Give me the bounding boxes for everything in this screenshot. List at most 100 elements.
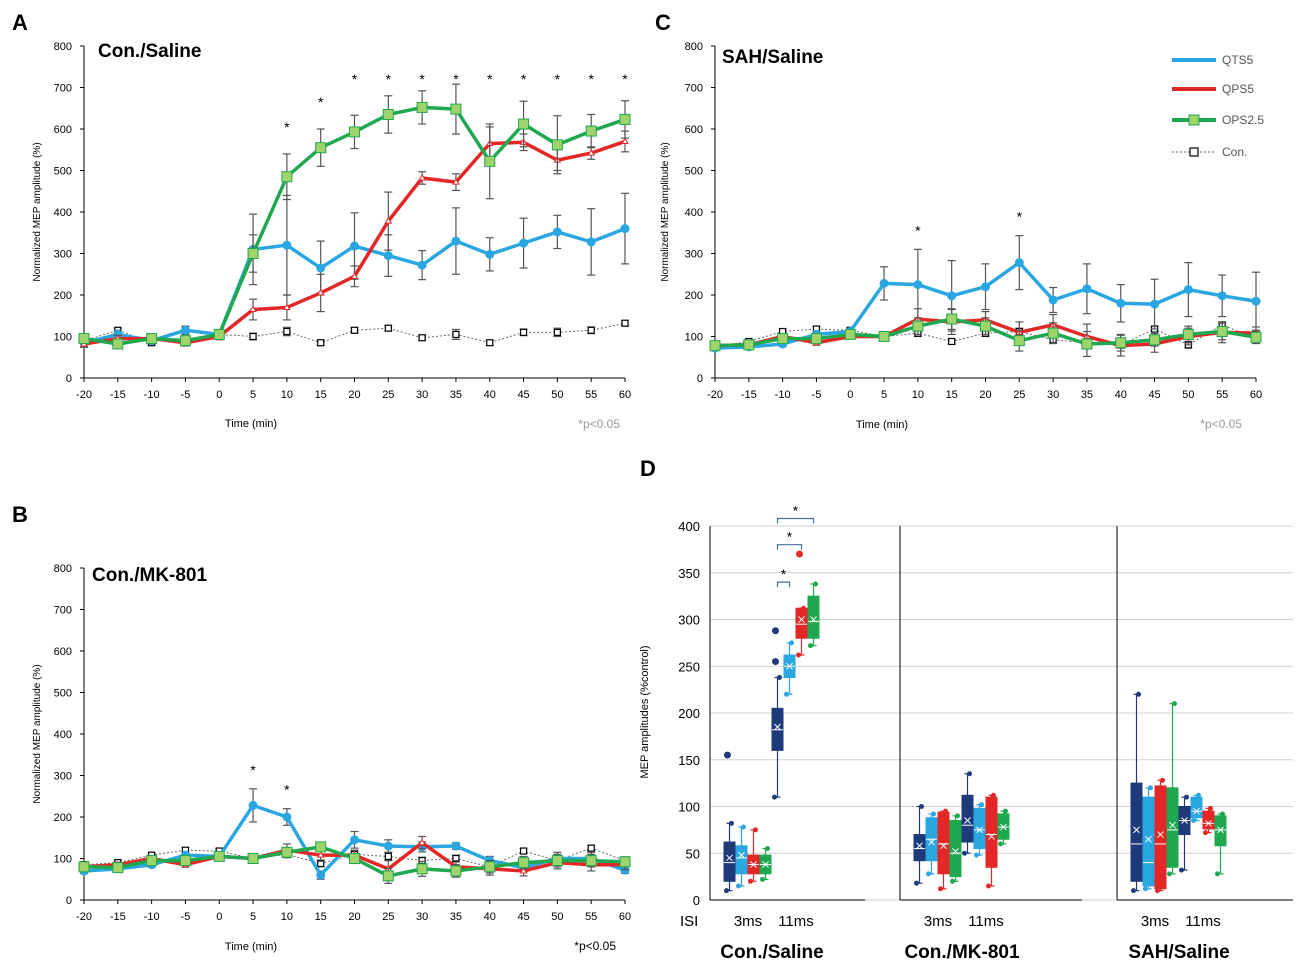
data-point-qps5 [316, 851, 325, 858]
box-point [1215, 871, 1220, 877]
x-tick-label: 15 [315, 911, 327, 923]
data-point-ops25 [1115, 337, 1127, 349]
d-y-tick-label: 150 [678, 753, 700, 768]
box-body [1142, 796, 1155, 887]
box-11ms [795, 550, 808, 658]
box-outlier [724, 751, 731, 759]
data-point-ops25 [619, 113, 631, 125]
data-point-con [553, 328, 561, 336]
significance-star: * [915, 222, 921, 238]
data-point-ops25 [585, 125, 597, 137]
box-point [772, 794, 777, 800]
significance-star: * [521, 71, 527, 87]
data-point-qts5 [1251, 296, 1261, 306]
data-point-qts5 [383, 841, 393, 851]
data-point-con [948, 337, 956, 346]
significance-star: * [555, 71, 561, 87]
data-point-qts5 [1217, 291, 1227, 301]
data-point-ops25 [878, 331, 890, 342]
x-tick-label: 15 [946, 389, 958, 401]
x-tick-label: 60 [1250, 389, 1262, 401]
panel-a-plot: 0 100 200 300 400 500 600 700 800 -20 -15 -10 -5 0 5 10… [54, 41, 631, 401]
data-point-qps5 [519, 866, 528, 874]
data-point-ops25 [213, 328, 225, 340]
box-outlier [796, 550, 803, 558]
data-point-ops25 [980, 320, 991, 332]
box-point [1196, 792, 1201, 798]
x-tick-label: -20 [707, 389, 723, 401]
d-y-tick-label: 300 [678, 613, 700, 628]
data-point-ops25 [1182, 328, 1194, 340]
box-body [1154, 785, 1167, 890]
box-body [723, 841, 736, 882]
d-y-tick-label: 350 [678, 566, 700, 581]
x-tick-label: 45 [517, 389, 529, 401]
y-tick-label: 300 [54, 249, 72, 261]
data-point-ops25 [247, 248, 259, 259]
x-tick-label: 40 [1115, 389, 1127, 401]
panel-d-isi-label: ISI [680, 913, 698, 930]
box-point [991, 792, 996, 798]
panel-b-plot: 0 100 200 300 400 500 600 700 800 -20 -15 -10 -5 0 5 10… [54, 563, 631, 923]
data-point-qts5 [586, 237, 596, 247]
significance-star: * [622, 71, 628, 87]
box-point [1167, 871, 1172, 877]
box-mean-marker [1000, 823, 1007, 831]
box-point [736, 883, 741, 889]
x-tick-label: -5 [181, 389, 191, 401]
data-point-con [587, 844, 595, 852]
panel-a: A Con./Saline Normalized MEP amplitude (… [12, 10, 620, 431]
x-tick-label: 40 [484, 389, 496, 401]
box-point [962, 850, 967, 856]
box-point [938, 886, 943, 892]
box-mean-marker [810, 616, 817, 623]
data-point-qts5 [417, 260, 427, 270]
d-isi-tick-3ms: 3ms [1141, 913, 1169, 930]
panel-d-plot: 0 50 100 150 200 250 300 350 400 3ms 11ms Con./Sali… [678, 503, 1293, 963]
box-point [1155, 888, 1160, 894]
data-point-ops25 [146, 333, 158, 345]
x-tick-label: 25 [382, 389, 394, 401]
y-tick-label: 700 [54, 605, 72, 617]
box-point [986, 883, 991, 889]
panel-b-ylabel: Normalized MEP amplitude (%) [32, 664, 43, 803]
panel-b-title: Con./MK-801 [92, 565, 208, 586]
data-point-qts5 [981, 282, 990, 292]
legend: QTS5 QPS5 OPS2.5 Con. [1172, 53, 1264, 159]
data-point-ops25 [349, 853, 360, 864]
data-point-ops25 [315, 841, 327, 853]
box-point [998, 841, 1003, 847]
box-mean-marker [774, 723, 781, 731]
x-tick-label: -10 [144, 389, 160, 401]
box-outlier [772, 627, 779, 635]
x-tick-label: 55 [585, 389, 597, 401]
box-mean-marker [952, 848, 959, 855]
box-point [1220, 811, 1225, 817]
data-point-ops25 [1216, 326, 1228, 338]
x-tick-label: 5 [881, 389, 887, 401]
box-mean-marker [1157, 831, 1164, 838]
legend-label-qts5: QTS5 [1222, 53, 1254, 67]
panel-a-significance-label: *p<0.05 [578, 417, 620, 431]
data-point-con [621, 319, 629, 327]
y-tick-label: 400 [54, 207, 72, 219]
panel-a-letter: A [12, 10, 28, 35]
box-point [1203, 830, 1208, 836]
y-tick-label: 0 [66, 373, 72, 385]
data-point-ops25 [484, 861, 496, 873]
d-isi-tick-3ms: 3ms [734, 913, 762, 930]
data-point-con [384, 852, 392, 861]
box-point [931, 811, 936, 817]
box-mean-marker [976, 826, 983, 834]
data-point-qts5 [1014, 258, 1024, 268]
series-ops25 [709, 308, 1262, 358]
significance-star: * [318, 94, 324, 110]
data-point-con [249, 332, 257, 341]
x-tick-label: 35 [1081, 389, 1093, 401]
x-tick-label: 5 [250, 389, 256, 401]
significance-star: * [352, 71, 358, 87]
box-body [985, 796, 998, 868]
panel-c-xlabel: Time (min) [856, 419, 908, 431]
data-point-ops25 [844, 328, 856, 340]
